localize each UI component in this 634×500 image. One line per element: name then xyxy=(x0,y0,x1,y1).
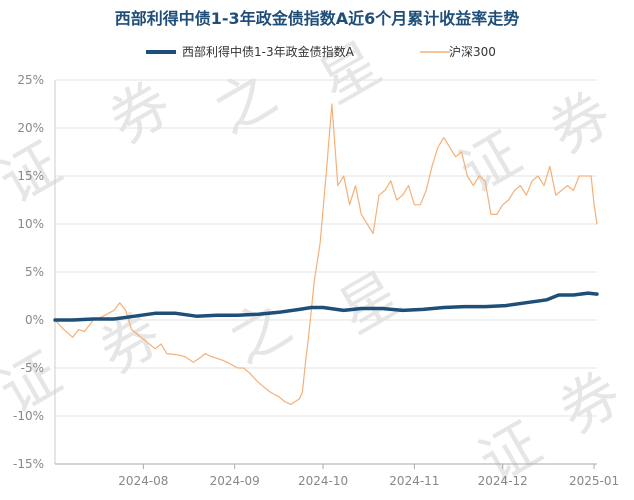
y-tick-label: 25% xyxy=(17,73,44,87)
series-lines xyxy=(53,103,599,406)
watermark-char: 券 xyxy=(98,69,182,157)
watermark-char: 证 xyxy=(448,119,532,207)
grid xyxy=(54,79,597,465)
x-axis: 2024-08 2024-09 2024-10 2024-11 2024-12 2025-… xyxy=(55,463,619,488)
x-tick-label: 2024-11 xyxy=(389,474,439,488)
legend-label: 沪深300 xyxy=(449,45,496,59)
y-axis: 25% 20% 15% 10% 5% 0% -5% -10% -15% xyxy=(13,73,44,471)
y-tick-label: -15% xyxy=(13,457,44,471)
y-tick-label: 20% xyxy=(17,121,44,135)
watermark: 证券之星证 券证券之星证券 xyxy=(0,29,632,497)
watermark-char: 券 xyxy=(538,79,622,167)
watermark-char: 之 xyxy=(203,59,287,147)
watermark-char: 之 xyxy=(218,289,302,377)
watermark-char: 星 xyxy=(308,29,392,117)
x-tick-label: 2024-10 xyxy=(298,474,348,488)
y-tick-label: 15% xyxy=(17,169,44,183)
y-tick-label: -10% xyxy=(13,409,44,423)
x-tick-label: 2024-08 xyxy=(118,474,168,488)
y-tick-label: 0% xyxy=(25,313,44,327)
y-tick-label: 5% xyxy=(25,265,44,279)
y-tick-label: 10% xyxy=(17,217,44,231)
series-line-fund xyxy=(53,291,599,322)
watermark-char: 券 xyxy=(548,359,632,447)
x-tick-label: 2025-01 xyxy=(569,474,619,488)
x-tick-label: 2024-09 xyxy=(210,474,260,488)
x-tick-label: 2024-12 xyxy=(478,474,528,488)
chart-title: 西部利得中债1-3年政金债指数A近6个月累计收益率走势 xyxy=(115,9,519,28)
series-line-hs300 xyxy=(54,103,598,406)
legend: 西部利得中债1-3年政金债指数A 沪深300 xyxy=(146,44,496,59)
legend-label: 西部利得中债1-3年政金债指数A xyxy=(182,44,355,59)
y-tick-label: -5% xyxy=(21,361,44,375)
